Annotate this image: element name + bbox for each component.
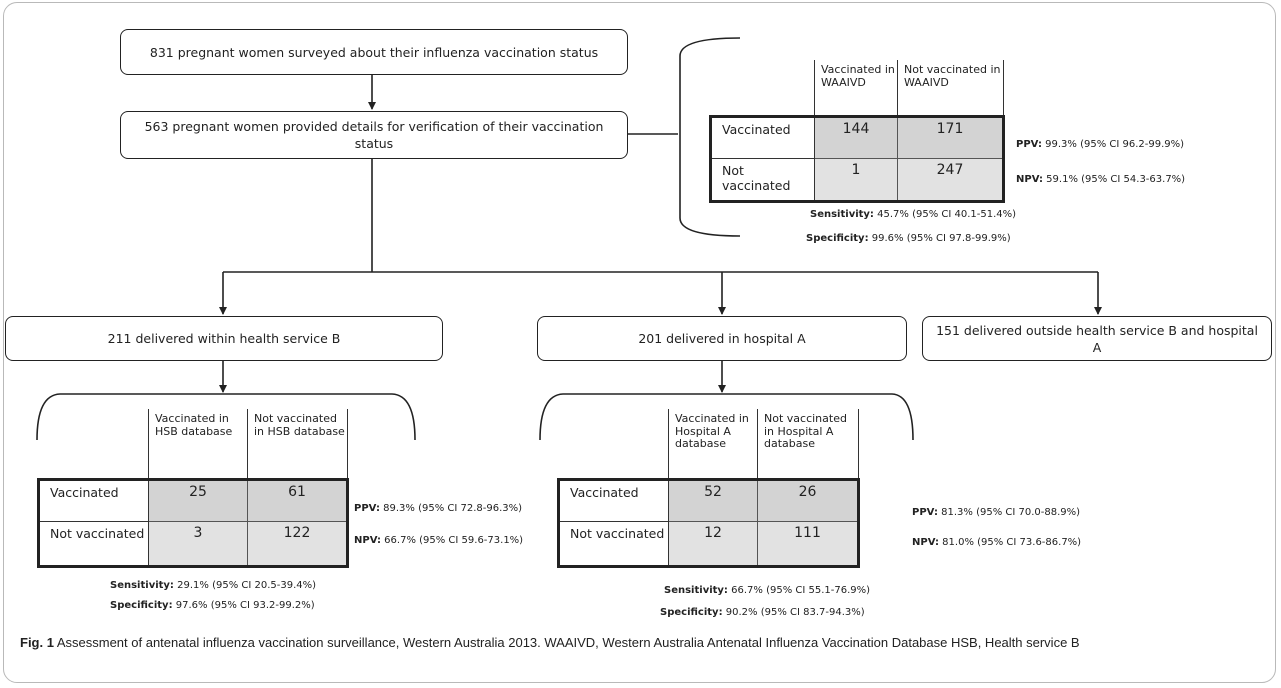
figure-caption: Fig. 1 Assessment of antenatal influenza… — [20, 633, 1260, 652]
waaivd-specificity: Specificity: 99.6% (95% CI 97.8-99.9%) — [806, 233, 1011, 244]
figure-frame — [3, 2, 1276, 683]
caption-text: Assessment of antenatal influenza vaccin… — [53, 635, 1080, 650]
hsb-r1c2: 61 — [288, 483, 306, 500]
hsb-r1c1: 25 — [189, 483, 207, 500]
figure-label: Fig. 1 — [20, 635, 54, 650]
bracket-hospital-a — [539, 393, 914, 441]
hsb-text: 211 delivered within health service B — [107, 331, 341, 346]
hsb-ppv: PPV: 89.3% (95% CI 72.8-96.3%) — [354, 503, 523, 514]
hsb-box: 211 delivered within health service B — [5, 316, 443, 361]
hospital-a-box: 201 delivered in hospital A — [537, 316, 907, 361]
provided-box: 563 pregnant women provided details for … — [120, 111, 628, 159]
hsb-specificity: Specificity: 97.6% (95% CI 93.2-99.2%) — [110, 600, 315, 611]
hospital-a-col2-header: Not vaccinated in Hospital A database — [764, 412, 847, 450]
hospital-a-row1-label: Vaccinated — [570, 484, 639, 500]
waaivd-col1-header: Vaccinated in WAAIVD — [821, 63, 895, 89]
waaivd-sensitivity: Sensitivity: 45.7% (95% CI 40.1-51.4%) — [810, 209, 1017, 220]
waaivd-r1c2: 171 — [936, 120, 964, 137]
hospital-a-r1c2: 26 — [798, 483, 817, 500]
hospital-a-specificity: Specificity: 90.2% (95% CI 83.7-94.3%) — [660, 607, 865, 618]
waaivd-row2-label: Not vaccinated — [722, 162, 791, 193]
waaivd-table: Vaccinated in WAAIVD Not vaccinated in W… — [709, 60, 1005, 203]
hsb-npv: NPV: 66.7% (95% CI 59.6-73.1%) — [354, 535, 524, 546]
hsb-table: Vaccinated in HSB database Not vaccinate… — [37, 409, 349, 568]
waaivd-ppv: PPV: 99.3% (95% CI 96.2-99.9%) — [1016, 139, 1185, 150]
waaivd-row1-label: Vaccinated — [722, 121, 791, 137]
hsb-sensitivity: Sensitivity: 29.1% (95% CI 20.5-39.4%) — [110, 580, 317, 591]
hospital-a-col1-header: Vaccinated in Hospital A database — [675, 412, 749, 450]
hospital-a-table: Vaccinated in Hospital A database Not va… — [557, 409, 860, 568]
hospital-a-row2-label: Not vaccinated — [570, 525, 665, 541]
hospital-a-r2c1: 12 — [704, 524, 722, 541]
outside-box: 151 delivered outside health service B a… — [922, 316, 1272, 361]
waaivd-r2c2: 247 — [936, 161, 964, 178]
outside-text: 151 delivered outside health service B a… — [936, 322, 1258, 355]
waaivd-col2-header: Not vaccinated in WAAIVD — [904, 63, 1001, 89]
hospital-a-ppv: PPV: 81.3% (95% CI 70.0-88.9%) — [912, 507, 1081, 518]
waaivd-npv: NPV: 59.1% (95% CI 54.3-63.7%) — [1016, 174, 1186, 185]
hsb-col1-header: Vaccinated in HSB database — [155, 412, 233, 438]
hospital-a-text: 201 delivered in hospital A — [638, 331, 806, 346]
surveyed-box: 831 pregnant women surveyed about their … — [120, 29, 628, 75]
hsb-row2-label: Not vaccinated — [50, 525, 145, 541]
bracket-waaivd — [679, 37, 741, 237]
hospital-a-sensitivity: Sensitivity: 66.7% (95% CI 55.1-76.9%) — [664, 585, 871, 596]
hospital-a-r1c1: 52 — [704, 483, 722, 500]
bracket-hsb — [36, 393, 416, 441]
waaivd-r1c1: 144 — [842, 120, 870, 137]
hsb-col2-header: Not vaccinated in HSB database — [254, 412, 345, 438]
hsb-r2c1: 3 — [193, 524, 203, 541]
surveyed-text: 831 pregnant women surveyed about their … — [149, 44, 599, 60]
hsb-row1-label: Vaccinated — [50, 484, 119, 500]
provided-text: 563 pregnant women provided details for … — [144, 119, 604, 151]
hospital-a-npv: NPV: 81.0% (95% CI 73.6-86.7%) — [912, 537, 1082, 548]
waaivd-r2c1: 1 — [851, 161, 861, 178]
hospital-a-r2c2: 111 — [794, 524, 821, 541]
hsb-r2c2: 122 — [283, 524, 311, 541]
